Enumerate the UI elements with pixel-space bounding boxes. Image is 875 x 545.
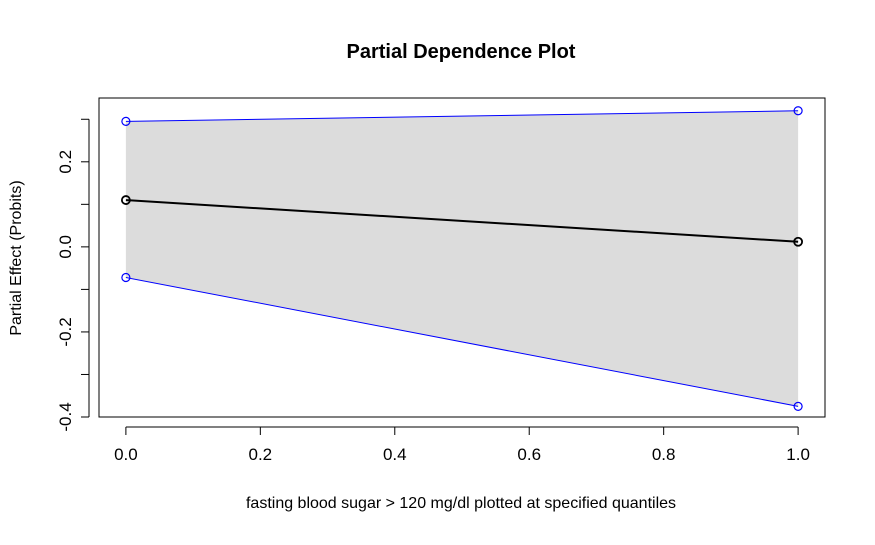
x-axis: 0.0 0.2 0.4 0.6 0.8 1.0 bbox=[114, 426, 810, 464]
x-tick-label: 1.0 bbox=[786, 445, 810, 464]
upper-bound-line bbox=[125, 110, 799, 122]
y-tick-label: -0.4 bbox=[56, 402, 75, 431]
y-tick-label: 0.2 bbox=[56, 150, 75, 174]
chart-title: Partial Dependence Plot bbox=[347, 41, 576, 63]
x-tick-label: 0.0 bbox=[114, 445, 138, 464]
lower-bound-point bbox=[793, 401, 803, 411]
upper-bound-point bbox=[793, 106, 803, 116]
y-axis-label: Partial Effect (Probits) bbox=[8, 180, 25, 335]
estimate-line bbox=[125, 199, 799, 243]
lower-bound-line bbox=[125, 276, 799, 407]
series-line-layer bbox=[125, 110, 799, 407]
confidence-band bbox=[125, 110, 799, 407]
x-tick-label: 0.8 bbox=[652, 445, 676, 464]
x-tick-label: 0.6 bbox=[517, 445, 541, 464]
series-point-layer bbox=[120, 106, 804, 411]
x-tick-label: 0.2 bbox=[249, 445, 273, 464]
estimate-point bbox=[120, 195, 131, 205]
lower-bound-point bbox=[121, 272, 131, 283]
y-tick-label: -0.2 bbox=[56, 317, 75, 346]
y-tick-label: 0.0 bbox=[56, 235, 75, 259]
confidence-band-layer bbox=[125, 110, 799, 407]
upper-bound-point bbox=[121, 116, 131, 126]
estimate-point bbox=[793, 236, 804, 247]
y-axis: -0.4 -0.2 0.0 0.2 bbox=[56, 118, 90, 432]
x-tick-label: 0.4 bbox=[383, 445, 407, 464]
plot-frame bbox=[98, 97, 826, 418]
x-axis-label: fasting blood sugar > 120 mg/dl plotted … bbox=[246, 495, 676, 512]
